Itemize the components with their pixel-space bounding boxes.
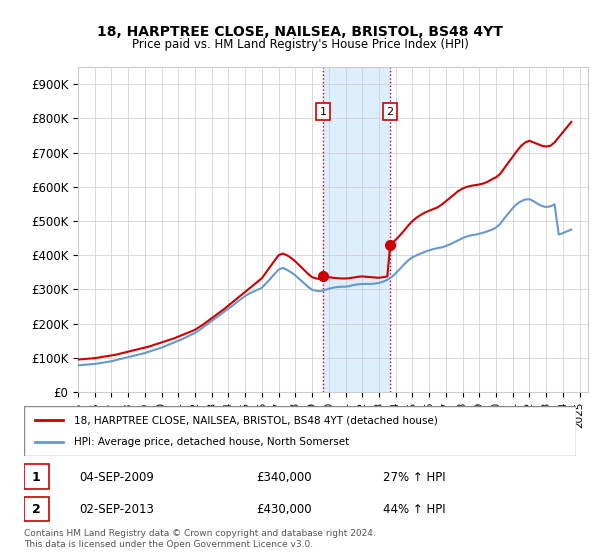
FancyBboxPatch shape: [24, 464, 49, 489]
Text: 2: 2: [32, 503, 41, 516]
FancyBboxPatch shape: [24, 497, 49, 521]
Text: 1: 1: [320, 106, 327, 116]
Text: 2: 2: [386, 106, 394, 116]
Text: 04-SEP-2009: 04-SEP-2009: [79, 471, 154, 484]
Text: 02-SEP-2013: 02-SEP-2013: [79, 503, 154, 516]
Text: £340,000: £340,000: [256, 471, 311, 484]
Text: HPI: Average price, detached house, North Somerset: HPI: Average price, detached house, Nort…: [74, 437, 349, 447]
Text: Price paid vs. HM Land Registry's House Price Index (HPI): Price paid vs. HM Land Registry's House …: [131, 38, 469, 51]
Text: 44% ↑ HPI: 44% ↑ HPI: [383, 503, 445, 516]
Text: 18, HARPTREE CLOSE, NAILSEA, BRISTOL, BS48 4YT (detached house): 18, HARPTREE CLOSE, NAILSEA, BRISTOL, BS…: [74, 415, 437, 425]
Text: 27% ↑ HPI: 27% ↑ HPI: [383, 471, 445, 484]
FancyBboxPatch shape: [24, 406, 576, 456]
Text: 1: 1: [32, 471, 41, 484]
Text: £430,000: £430,000: [256, 503, 311, 516]
Bar: [323, 67, 390, 392]
Text: 18, HARPTREE CLOSE, NAILSEA, BRISTOL, BS48 4YT: 18, HARPTREE CLOSE, NAILSEA, BRISTOL, BS…: [97, 25, 503, 39]
Text: Contains HM Land Registry data © Crown copyright and database right 2024.
This d: Contains HM Land Registry data © Crown c…: [24, 529, 376, 549]
